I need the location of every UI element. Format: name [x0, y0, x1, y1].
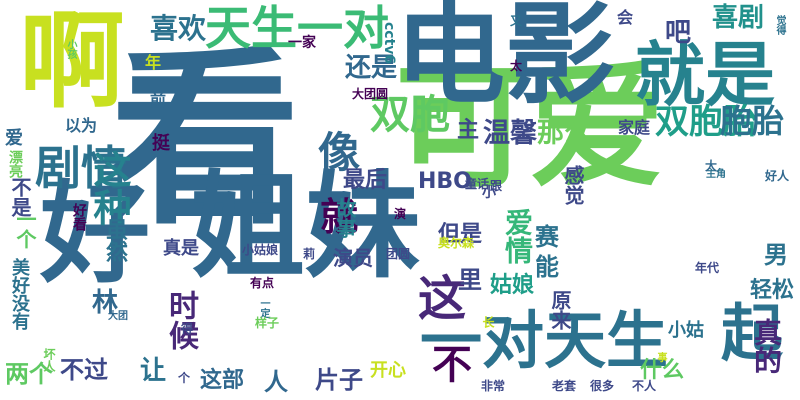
- word-cloud-word: 主角: [706, 169, 726, 180]
- word-cloud-word: 真的: [750, 318, 783, 374]
- word-cloud-word: 像: [318, 128, 361, 177]
- word-cloud-word: 爱情: [501, 208, 534, 264]
- word-cloud-word: 漂亮: [7, 150, 23, 178]
- word-cloud-word: 故事: [333, 198, 357, 238]
- word-cloud-word: 童话: [465, 177, 490, 191]
- word-cloud-word: 演员: [333, 246, 373, 270]
- word-cloud-word: 以为: [65, 116, 98, 135]
- word-cloud-word: 可爱: [395, 49, 665, 206]
- word-cloud-word: 美好没有: [9, 258, 30, 330]
- word-cloud-word: 爱: [5, 128, 23, 149]
- word-cloud-word: 一家: [288, 35, 316, 51]
- word-cloud-word: 一个: [13, 209, 37, 249]
- word-cloud-word: 吧: [665, 18, 692, 48]
- word-cloud-word: 还是: [345, 53, 398, 83]
- word-cloud-word: 电影: [395, 0, 615, 119]
- word-cloud-word: 会: [617, 8, 634, 27]
- word-cloud-word: 看: [110, 29, 301, 250]
- word-cloud-word: 这种: [87, 150, 131, 226]
- word-cloud-word: 坏人: [42, 348, 56, 372]
- word-cloud-word: 团圆: [386, 247, 411, 261]
- word-cloud-word: 莉: [303, 247, 316, 261]
- word-cloud-word: 事: [655, 352, 666, 362]
- word-cloud-word: 什么: [640, 358, 685, 383]
- word-cloud-word: 温馨: [483, 118, 537, 149]
- word-cloud-word: 姑娘: [490, 273, 535, 298]
- word-cloud-word: 最后: [343, 168, 388, 193]
- word-cloud-word: 年代: [695, 261, 720, 275]
- word-cloud-word: 不: [432, 342, 472, 388]
- word-cloud-word: 好人: [765, 169, 790, 183]
- word-cloud-word: 就是: [635, 34, 775, 116]
- word-cloud-word: 家庭: [618, 118, 651, 137]
- word-cloud-word: 能: [535, 253, 559, 281]
- word-cloud-word: 起: [710, 300, 783, 362]
- word-cloud-word: HBO: [418, 169, 472, 194]
- word-cloud-word: 虽然: [102, 218, 127, 262]
- word-cloud-word: 人: [264, 368, 288, 396]
- word-cloud-word: 天生一对: [205, 1, 389, 55]
- word-cloud-word: 个: [178, 371, 191, 385]
- word-cloud-word: 就: [320, 195, 359, 239]
- word-cloud-word: 得: [181, 322, 194, 336]
- word-cloud-word: 有点: [250, 276, 275, 290]
- word-cloud-word: 那么: [537, 118, 591, 149]
- word-cloud-word: 轻松: [750, 278, 795, 303]
- word-cloud-word: 原来: [548, 290, 572, 330]
- word-cloud-word: 不是: [8, 177, 32, 217]
- word-cloud-word: 里: [458, 266, 482, 294]
- word-cloud-word: 赛: [535, 223, 559, 251]
- word-cloud-word: 不人: [632, 379, 657, 393]
- word-cloud-word: 年: [145, 53, 162, 72]
- word-cloud-word: 啊: [2, 5, 124, 110]
- word-cloud-word: 双胞胎: [655, 102, 757, 142]
- word-cloud-word: 太: [510, 59, 523, 73]
- word-cloud-word: 老套: [552, 379, 577, 393]
- word-cloud-word: 片子: [315, 366, 363, 394]
- word-cloud-word: 大团: [108, 311, 128, 322]
- word-cloud-word: 长: [481, 316, 495, 328]
- word-cloud-word: 主: [457, 118, 480, 143]
- word-cloud-word: 小孩: [65, 39, 76, 59]
- word-cloud-word: 喜剧: [712, 3, 765, 33]
- word-cloud-word: 非常: [481, 379, 506, 393]
- word-cloud-word: 小: [482, 185, 496, 201]
- word-cloud-word: 一定: [258, 298, 269, 318]
- word-cloud-word: 奥尔森: [438, 236, 475, 250]
- word-cloud-word: 但是: [438, 222, 483, 247]
- word-cloud-word: 感觉: [561, 165, 585, 205]
- word-cloud-word: 觉得: [774, 15, 785, 35]
- word-cloud-word: 好: [21, 175, 149, 285]
- word-cloud-word: 很多: [590, 379, 615, 393]
- word-cloud-word: 一对天生: [420, 304, 669, 377]
- word-cloud-word: 让: [140, 356, 167, 386]
- word-cloud-word: 剧情: [35, 141, 127, 195]
- word-cloud-word: 真是: [163, 238, 199, 259]
- word-cloud-word: 两个: [5, 360, 53, 388]
- word-cloud-word: 样子: [255, 316, 280, 330]
- word-cloud-word: 不过: [60, 356, 108, 384]
- word-cloud-word: 小姑娘: [242, 243, 279, 257]
- word-cloud-word: 开心: [370, 360, 406, 381]
- word-cloud-word: 大团圆: [352, 87, 389, 101]
- word-cloud-word: 男: [764, 241, 788, 269]
- word-cloud-word: 这部: [200, 368, 245, 393]
- word-cloud-word: 前: [150, 91, 167, 110]
- word-cloud-word: 跟: [490, 179, 503, 193]
- word-cloud-word: 胞胎: [720, 102, 785, 140]
- word-cloud-word: cctv6: [381, 22, 397, 65]
- word-cloud-word: 大: [705, 159, 718, 173]
- word-cloud-word: 双胞: [370, 92, 450, 138]
- word-cloud-word: 挺: [152, 133, 170, 154]
- word-cloud-word: 又: [510, 14, 523, 28]
- word-cloud-word: 姐妹: [190, 160, 421, 294]
- word-cloud-word: 林: [92, 288, 119, 318]
- word-cloud-word: 时候: [163, 290, 198, 350]
- word-cloud-word: 小姑: [668, 320, 704, 341]
- word-cloud-word: 好看: [71, 203, 87, 231]
- word-cloud-word: 喜欢: [150, 12, 207, 45]
- word-cloud-word: 演: [394, 207, 407, 221]
- word-cloud-word: 这: [418, 271, 467, 327]
